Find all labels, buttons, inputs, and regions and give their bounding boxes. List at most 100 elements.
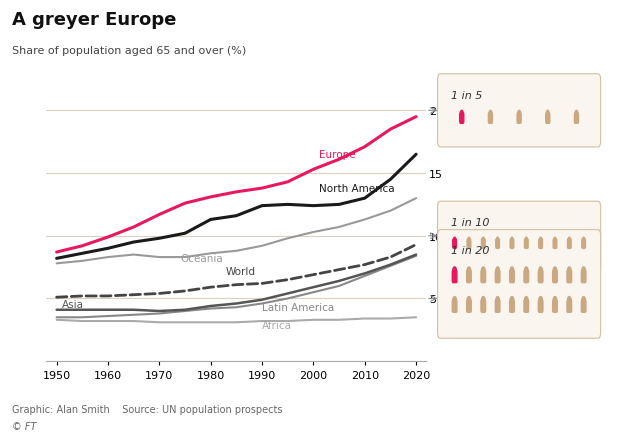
Circle shape xyxy=(525,297,528,305)
FancyBboxPatch shape xyxy=(575,113,578,124)
Circle shape xyxy=(553,297,557,305)
Text: 1 in 20: 1 in 20 xyxy=(451,246,489,256)
Ellipse shape xyxy=(575,120,578,123)
Text: Africa: Africa xyxy=(262,321,292,331)
Ellipse shape xyxy=(553,308,557,311)
Ellipse shape xyxy=(467,279,470,282)
Ellipse shape xyxy=(539,279,542,282)
Text: Oceania: Oceania xyxy=(180,254,222,264)
Circle shape xyxy=(575,111,578,117)
Ellipse shape xyxy=(582,308,585,311)
FancyBboxPatch shape xyxy=(467,300,472,313)
Ellipse shape xyxy=(453,308,456,311)
Ellipse shape xyxy=(553,279,557,282)
Circle shape xyxy=(467,297,471,305)
Circle shape xyxy=(468,238,470,243)
Circle shape xyxy=(568,238,570,243)
FancyBboxPatch shape xyxy=(582,239,585,249)
Ellipse shape xyxy=(582,279,585,282)
Ellipse shape xyxy=(482,245,485,247)
FancyBboxPatch shape xyxy=(567,300,572,313)
Circle shape xyxy=(582,267,585,275)
Circle shape xyxy=(567,297,571,305)
Circle shape xyxy=(539,267,543,275)
Circle shape xyxy=(525,238,528,243)
FancyBboxPatch shape xyxy=(510,271,514,283)
Text: 1 in 5: 1 in 5 xyxy=(451,90,483,100)
Ellipse shape xyxy=(454,245,455,247)
Circle shape xyxy=(482,238,485,243)
Ellipse shape xyxy=(540,245,542,247)
Ellipse shape xyxy=(568,245,570,247)
FancyBboxPatch shape xyxy=(525,239,528,249)
Text: World: World xyxy=(226,266,256,276)
Text: 1 in 10: 1 in 10 xyxy=(451,218,489,227)
Circle shape xyxy=(540,238,542,243)
FancyBboxPatch shape xyxy=(510,300,514,313)
Ellipse shape xyxy=(481,279,485,282)
Ellipse shape xyxy=(546,120,549,123)
Ellipse shape xyxy=(568,279,571,282)
Circle shape xyxy=(510,238,513,243)
Ellipse shape xyxy=(525,279,528,282)
Ellipse shape xyxy=(460,120,463,123)
Text: Graphic: Alan Smith    Source: UN population prospects: Graphic: Alan Smith Source: UN populatio… xyxy=(12,404,283,414)
Circle shape xyxy=(582,238,585,243)
FancyBboxPatch shape xyxy=(553,239,557,249)
FancyBboxPatch shape xyxy=(452,300,457,313)
Ellipse shape xyxy=(467,308,470,311)
Ellipse shape xyxy=(481,308,485,311)
Ellipse shape xyxy=(496,308,499,311)
Ellipse shape xyxy=(568,308,571,311)
FancyBboxPatch shape xyxy=(438,202,601,271)
Text: Asia: Asia xyxy=(62,300,84,309)
FancyBboxPatch shape xyxy=(438,74,601,148)
Ellipse shape xyxy=(453,279,456,282)
FancyBboxPatch shape xyxy=(453,239,457,249)
Ellipse shape xyxy=(583,245,585,247)
Circle shape xyxy=(489,111,492,117)
Ellipse shape xyxy=(510,279,514,282)
FancyBboxPatch shape xyxy=(467,239,471,249)
Text: Share of population aged 65 and over (%): Share of population aged 65 and over (%) xyxy=(12,46,247,56)
Ellipse shape xyxy=(489,120,492,123)
Circle shape xyxy=(496,297,499,305)
FancyBboxPatch shape xyxy=(496,239,499,249)
Circle shape xyxy=(582,297,585,305)
Text: North America: North America xyxy=(318,184,394,194)
FancyBboxPatch shape xyxy=(481,271,486,283)
FancyBboxPatch shape xyxy=(567,239,571,249)
Circle shape xyxy=(460,111,464,117)
Text: Latin America: Latin America xyxy=(262,302,334,312)
Ellipse shape xyxy=(511,245,513,247)
Circle shape xyxy=(496,267,499,275)
FancyBboxPatch shape xyxy=(481,300,486,313)
Circle shape xyxy=(510,267,514,275)
Text: Europe: Europe xyxy=(318,150,355,160)
Text: © FT: © FT xyxy=(12,421,37,431)
FancyBboxPatch shape xyxy=(552,300,557,313)
FancyBboxPatch shape xyxy=(538,300,543,313)
Circle shape xyxy=(453,297,457,305)
Ellipse shape xyxy=(496,279,499,282)
FancyBboxPatch shape xyxy=(546,113,550,124)
Circle shape xyxy=(496,238,499,243)
FancyBboxPatch shape xyxy=(524,300,528,313)
FancyBboxPatch shape xyxy=(495,300,500,313)
Ellipse shape xyxy=(518,120,520,123)
FancyBboxPatch shape xyxy=(495,271,500,283)
FancyBboxPatch shape xyxy=(460,113,464,124)
FancyBboxPatch shape xyxy=(539,239,543,249)
Circle shape xyxy=(481,267,485,275)
Circle shape xyxy=(453,267,457,275)
FancyBboxPatch shape xyxy=(452,271,457,283)
Circle shape xyxy=(454,238,456,243)
Circle shape xyxy=(567,267,571,275)
Circle shape xyxy=(467,267,471,275)
FancyBboxPatch shape xyxy=(517,113,521,124)
Ellipse shape xyxy=(554,245,556,247)
Circle shape xyxy=(518,111,520,117)
Text: A greyer Europe: A greyer Europe xyxy=(12,11,177,29)
FancyBboxPatch shape xyxy=(524,271,528,283)
Circle shape xyxy=(554,238,556,243)
